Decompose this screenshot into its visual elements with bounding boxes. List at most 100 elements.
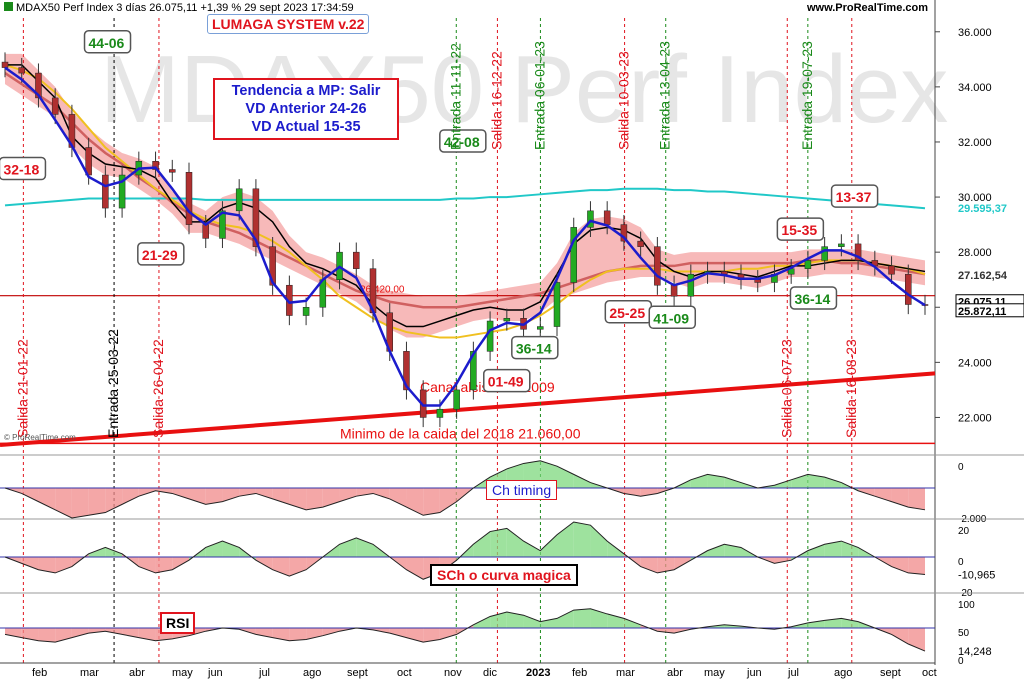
signal-label: Salida 16-08-23	[843, 339, 859, 438]
price-smooth-line	[4, 66, 926, 407]
candle-body	[353, 251, 360, 269]
panel-fill	[88, 628, 106, 634]
panel-fill	[439, 628, 457, 640]
panel-fill	[38, 488, 56, 510]
panel-fill	[841, 541, 859, 557]
panel-fill	[724, 544, 741, 557]
panel-fill	[674, 557, 691, 570]
annotation-label: 01-49	[488, 374, 524, 390]
candle-body	[804, 260, 812, 269]
panel-fill	[657, 628, 675, 634]
panel-fill	[205, 488, 223, 505]
panel-fill	[88, 547, 106, 557]
signal-label: Salida 26-04-22	[150, 339, 166, 438]
panel-fill	[824, 541, 842, 557]
x-tick-label: mar	[616, 667, 635, 679]
panel-fill	[55, 557, 72, 573]
annotation-label: 41-09	[653, 310, 689, 326]
x-tick-label: abr	[129, 667, 145, 679]
panel-fill	[322, 488, 340, 508]
y-tick-label: 30.000	[958, 192, 992, 204]
annotation-box	[137, 242, 185, 266]
annotation-label: 15-35	[781, 222, 817, 238]
title-icon	[4, 2, 13, 11]
panel-fill	[707, 474, 725, 488]
panel-fill	[205, 541, 223, 557]
y-tick-label: 34.000	[958, 82, 992, 94]
price-tag-label: 29.595,37	[958, 203, 1007, 215]
panel-fill	[155, 488, 173, 494]
panel-tick-label: 0	[958, 557, 964, 568]
panel-fill	[55, 488, 72, 518]
panel-fill	[891, 488, 909, 508]
panel-fill	[557, 466, 574, 488]
panel-fill	[105, 488, 123, 513]
panel-line	[4, 521, 926, 580]
candle-body	[252, 188, 260, 247]
panel-fill	[389, 488, 407, 508]
candle-body	[453, 389, 460, 410]
annotation-box	[483, 368, 531, 393]
panel-fill	[824, 477, 842, 488]
panel-fill	[908, 488, 925, 510]
panel-tick-label: 20	[958, 526, 970, 537]
panel-fill	[222, 488, 240, 502]
ma-yellow-line	[4, 63, 926, 339]
panel-label-rsi: RSI	[160, 612, 196, 634]
x-tick-label: feb	[32, 667, 47, 679]
panel-fill	[506, 612, 524, 628]
panel-line	[4, 608, 926, 652]
candle-body	[118, 174, 126, 209]
panel-fill	[138, 628, 156, 641]
candle-body	[553, 282, 561, 327]
candle-body	[470, 351, 477, 391]
panel-fill	[791, 474, 808, 488]
y-tick-label: 24.000	[958, 357, 992, 369]
panel-fill	[423, 628, 440, 643]
panel-fill	[724, 477, 741, 488]
panel-fill	[690, 474, 708, 488]
panel-fill	[573, 608, 591, 628]
candle-body	[821, 246, 828, 261]
site-label: www.ProRealTime.com	[806, 2, 928, 14]
panel-tick-label: 100	[958, 600, 975, 611]
panel-fill	[573, 522, 591, 557]
annotation-label: 42-08	[444, 134, 480, 150]
signal-label: Entrada 19-07-23	[799, 41, 815, 150]
annotation-label: 44-06	[89, 35, 125, 51]
annotation-label: 13-37	[836, 189, 872, 205]
panel-fill	[88, 488, 106, 516]
panel-fill	[406, 557, 424, 580]
hline-label: 26.420,00	[360, 285, 405, 296]
panel-line	[4, 460, 926, 519]
panel-fill	[122, 488, 139, 505]
x-tick-label: dic	[483, 667, 498, 679]
panel-fill	[222, 541, 240, 557]
trendline-channel	[0, 371, 936, 447]
panel-fill	[841, 482, 859, 491]
panel-fill	[640, 557, 658, 573]
chart-title: MDAX50 Perf Index 3 días 26.075,11 +1,39…	[4, 2, 354, 14]
panel-fill	[322, 628, 340, 636]
candle-body	[687, 273, 695, 297]
panel-fill	[172, 557, 189, 570]
candle-body	[436, 408, 444, 418]
panel-fill	[289, 488, 307, 510]
x-tick-label: jul	[258, 667, 270, 679]
panel-fill	[255, 557, 273, 570]
panel-fill	[21, 628, 39, 641]
panel-fill	[105, 547, 123, 557]
price-tag	[955, 303, 1024, 318]
candle-body	[754, 279, 761, 283]
y-tick-label: 28.000	[958, 247, 992, 259]
panel-fill	[858, 488, 875, 497]
signal-label: Entrada 11-11-22	[447, 43, 463, 150]
y-tick-label: 36.000	[958, 27, 992, 39]
candle-body	[587, 210, 594, 228]
panel-fill	[490, 612, 507, 628]
y-tick-label: 32.000	[958, 137, 992, 149]
x-tick-label: 2023	[526, 667, 550, 679]
panel-fill	[607, 541, 624, 557]
panel-fill	[557, 610, 574, 628]
